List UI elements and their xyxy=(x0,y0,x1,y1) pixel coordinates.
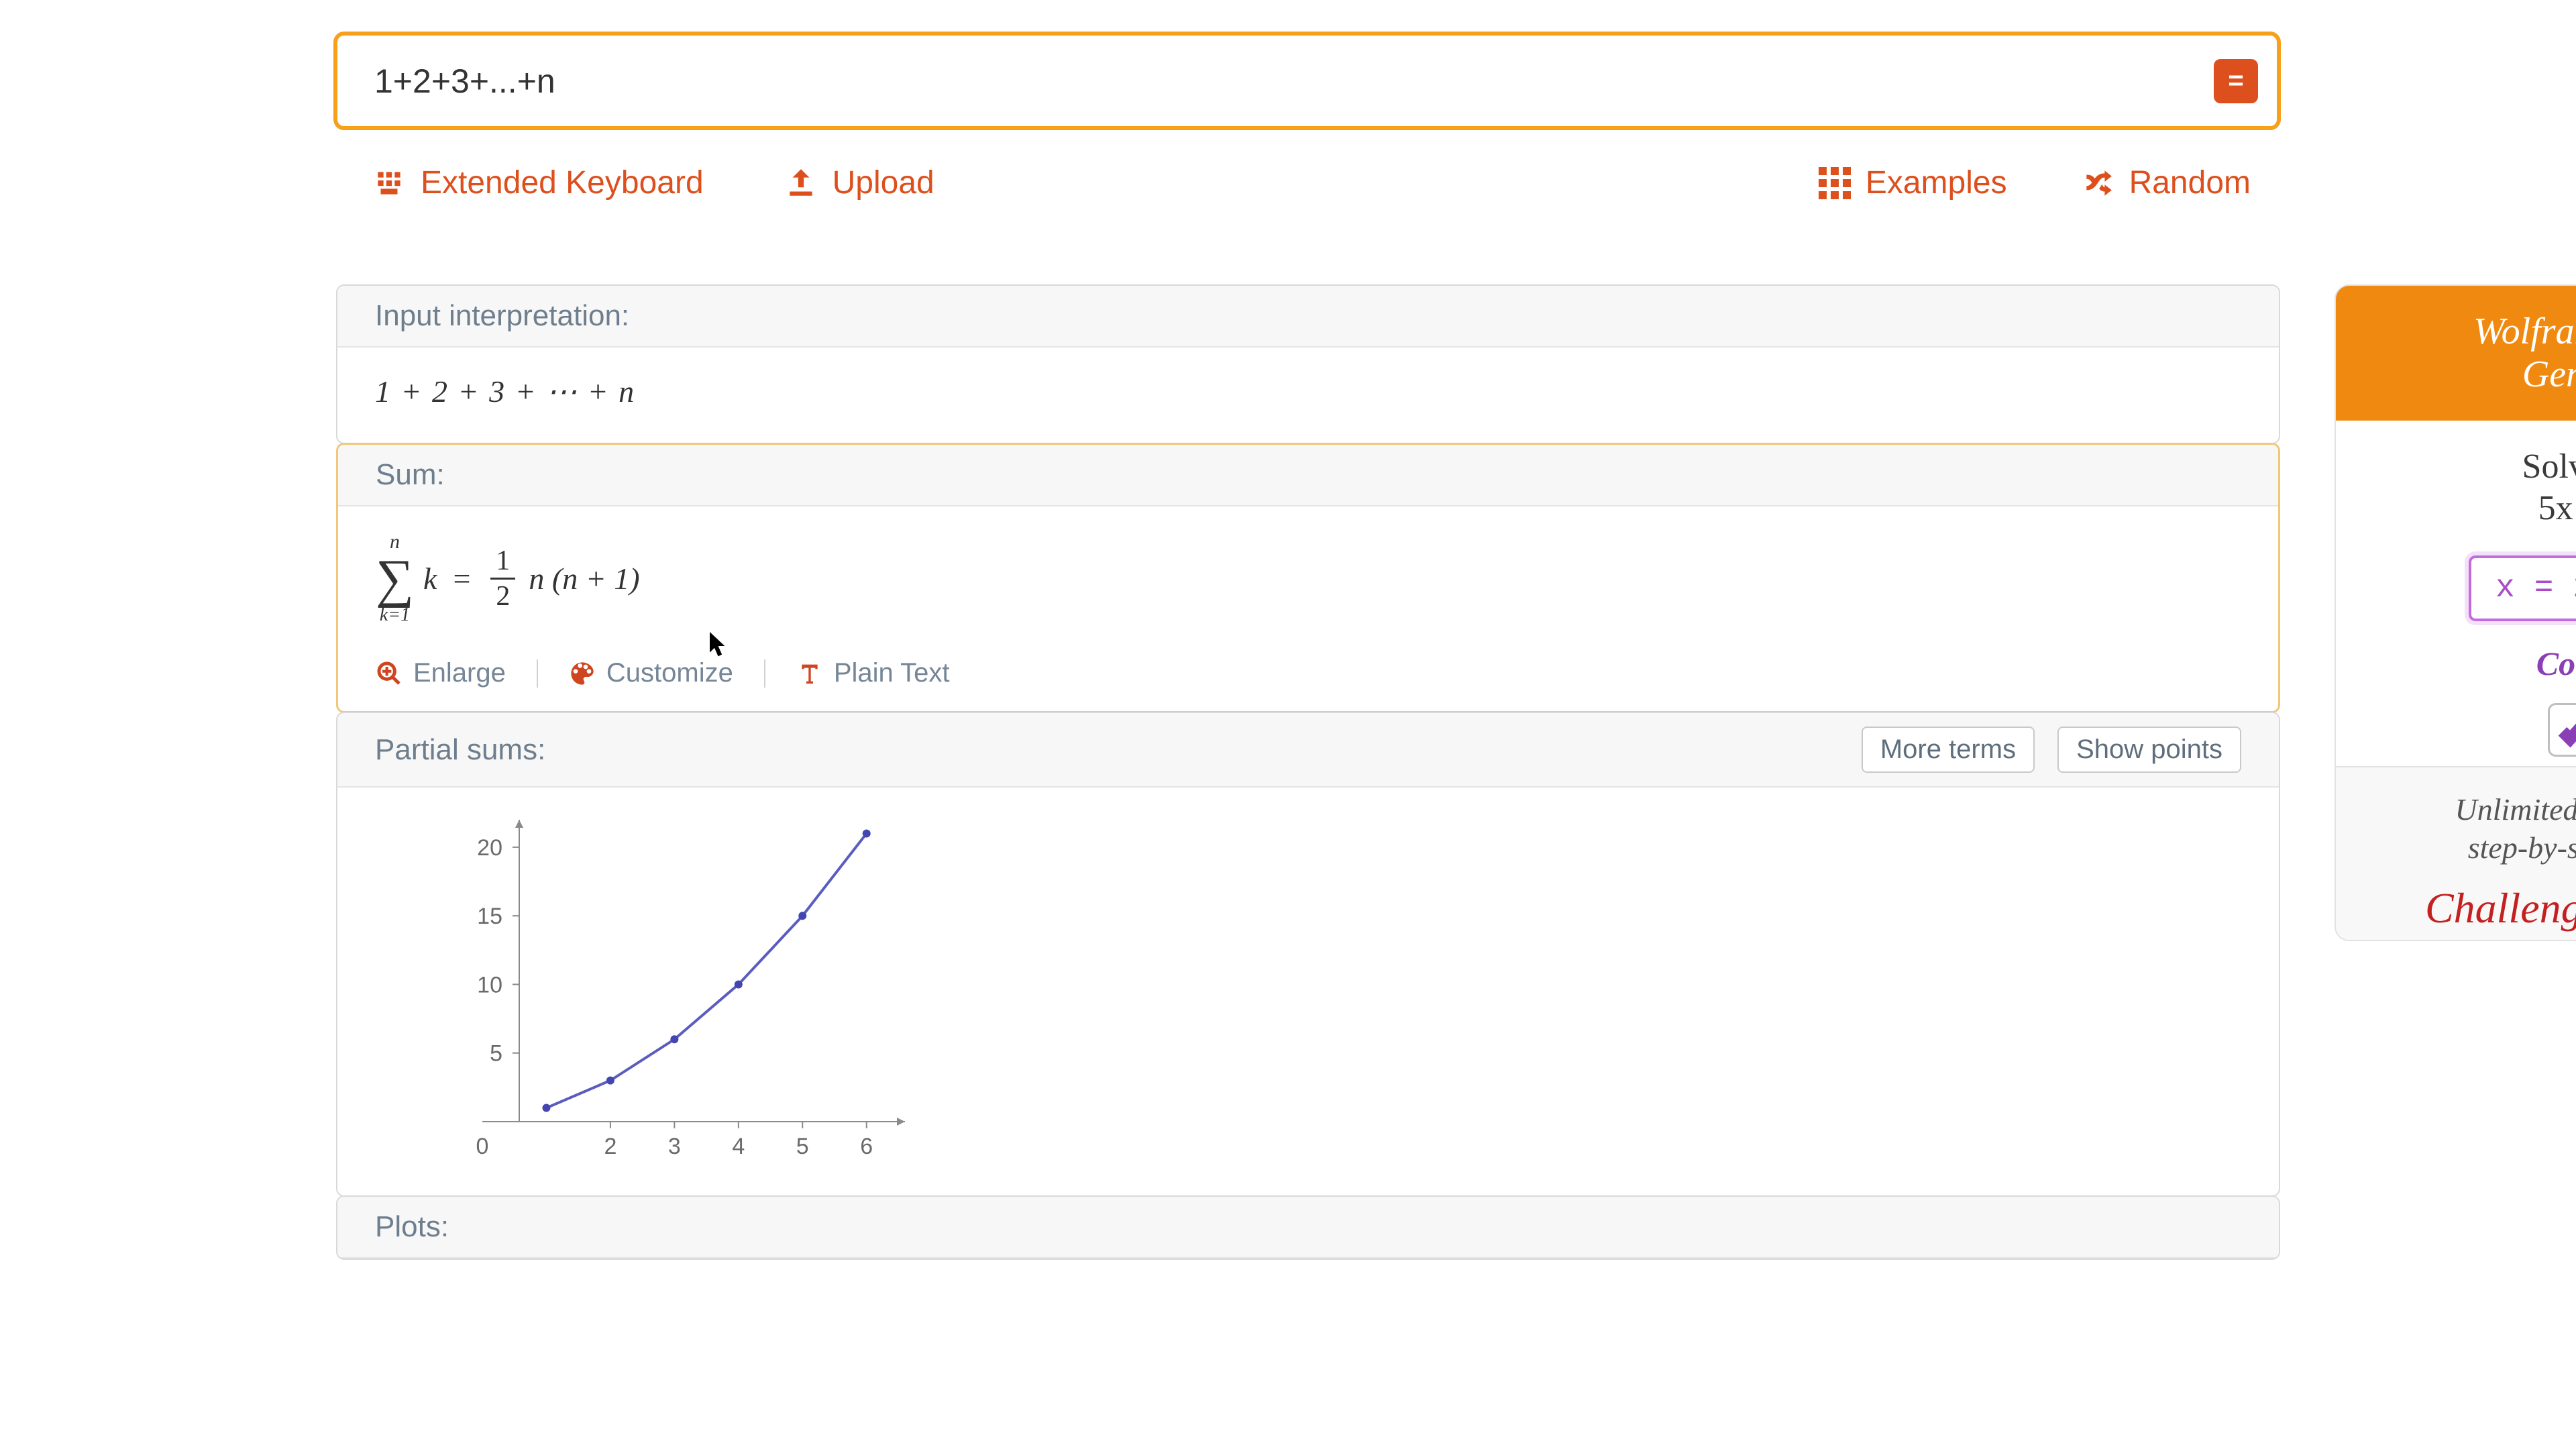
check-icon xyxy=(2557,712,2576,748)
upload-button[interactable]: Upload xyxy=(784,164,934,201)
equals-icon: = xyxy=(2228,66,2243,96)
promo-challenge-text: Challenge xyxy=(2363,883,2576,933)
pod-header: Plots: xyxy=(337,1197,2279,1258)
promo-check-box xyxy=(2548,703,2576,757)
pod-body: n ∑ k=1 k = 1 2 n (n + 1) xyxy=(338,506,2278,658)
promo-unlimited-line1: Unlimited p xyxy=(2363,790,2576,829)
search-input[interactable] xyxy=(374,62,2214,101)
pod-title: Partial sums: xyxy=(375,733,545,767)
result-pods: Input interpretation: 1 + 2 + 3 + ⋯ + n … xyxy=(336,284,2280,1260)
pod-header: Partial sums: More terms Show points xyxy=(337,713,2279,788)
enlarge-label: Enlarge xyxy=(413,658,506,688)
sigma-term: k xyxy=(423,561,437,596)
svg-text:20: 20 xyxy=(477,835,502,861)
promo-header-line1: Wolfram xyxy=(2363,310,2576,353)
random-button[interactable]: Random xyxy=(2081,164,2251,201)
upload-label: Upload xyxy=(833,164,934,201)
random-label: Random xyxy=(2129,164,2251,201)
upload-icon xyxy=(784,166,818,200)
interpretation-expression: 1 + 2 + 3 + ⋯ + n xyxy=(375,374,635,409)
sigma-symbol: n ∑ k=1 xyxy=(376,532,414,625)
extended-keyboard-button[interactable]: Extended Keyboard xyxy=(372,164,704,201)
promo-header: Wolfram Gene xyxy=(2336,286,2576,421)
enlarge-button[interactable]: Enlarge xyxy=(376,658,506,688)
sidebar-promo[interactable]: Wolfram Gene Solve 5x = x = 2 Corr Unlim… xyxy=(2334,284,2576,941)
svg-text:10: 10 xyxy=(477,972,502,998)
svg-text:6: 6 xyxy=(860,1134,873,1159)
query-toolbar: Extended Keyboard Upload Examples Random xyxy=(372,164,2251,201)
text-icon xyxy=(796,660,823,687)
pod-plots: Plots: xyxy=(336,1195,2280,1260)
customize-label: Customize xyxy=(606,658,733,688)
promo-header-line2: Gene xyxy=(2363,353,2576,396)
promo-solve-text: Solve 5x = xyxy=(2363,446,2576,530)
pod-title: Sum: xyxy=(376,458,445,492)
pod-title: Plots: xyxy=(375,1210,449,1244)
divider xyxy=(764,659,765,688)
zoom-in-icon xyxy=(376,660,402,687)
pod-header: Input interpretation: xyxy=(337,286,2279,347)
frac-numerator: 1 xyxy=(490,547,515,580)
more-terms-button[interactable]: More terms xyxy=(1862,727,2035,773)
promo-section2: Unlimited p step-by-ste Challenge xyxy=(2336,766,2576,940)
sum-expression: n ∑ k=1 k = 1 2 n (n + 1) xyxy=(376,532,2241,625)
plain-text-label: Plain Text xyxy=(834,658,950,688)
svg-text:0: 0 xyxy=(476,1134,489,1159)
keyboard-icon xyxy=(372,166,406,200)
promo-correct-label: Corr xyxy=(2363,644,2576,683)
pod-title: Input interpretation: xyxy=(375,299,629,333)
svg-text:5: 5 xyxy=(796,1134,809,1159)
sigma-lower: k=1 xyxy=(380,606,410,625)
mouse-cursor xyxy=(710,632,729,659)
examples-label: Examples xyxy=(1866,164,2007,201)
compute-button[interactable]: = xyxy=(2214,59,2258,103)
shuffle-icon xyxy=(2081,166,2114,200)
fraction: 1 2 xyxy=(490,547,515,610)
promo-unlimited-line2: step-by-ste xyxy=(2363,828,2576,867)
extended-keyboard-label: Extended Keyboard xyxy=(421,164,704,201)
promo-input-box: x = 2 xyxy=(2469,555,2576,621)
search-bar[interactable]: = xyxy=(333,32,2281,130)
pod-header: Sum: xyxy=(338,445,2278,506)
equals-sign: = xyxy=(453,561,470,596)
partial-sums-chart: 0 2 3 4 5 6 5 10 15 20 xyxy=(375,800,925,1175)
palette-icon xyxy=(569,660,596,687)
pod-body: 0 2 3 4 5 6 5 10 15 20 xyxy=(337,788,2279,1195)
pod-partial-sums: Partial sums: More terms Show points 0 2 3… xyxy=(336,712,2280,1197)
frac-denominator: 2 xyxy=(496,580,510,610)
sigma-glyph: ∑ xyxy=(376,552,414,606)
show-points-button[interactable]: Show points xyxy=(2057,727,2241,773)
promo-solve-line1: Solve xyxy=(2363,446,2576,488)
svg-text:5: 5 xyxy=(490,1041,502,1067)
promo-solve-line2: 5x = xyxy=(2363,488,2576,529)
grid-icon xyxy=(1819,167,1851,199)
examples-button[interactable]: Examples xyxy=(1819,164,2007,201)
customize-button[interactable]: Customize xyxy=(569,658,733,688)
sum-rhs: n (n + 1) xyxy=(529,561,639,596)
pod-input-interpretation: Input interpretation: 1 + 2 + 3 + ⋯ + n xyxy=(336,284,2280,444)
promo-body: Solve 5x = x = 2 Corr xyxy=(2336,421,2576,766)
pod-body: 1 + 2 + 3 + ⋯ + n xyxy=(337,347,2279,443)
divider xyxy=(537,659,538,688)
svg-text:3: 3 xyxy=(668,1134,681,1159)
svg-text:2: 2 xyxy=(604,1134,616,1159)
pod-footer-actions: Enlarge Customize Plain Text xyxy=(338,658,2278,711)
promo-unlimited-text: Unlimited p step-by-ste xyxy=(2363,790,2576,867)
svg-text:15: 15 xyxy=(477,904,502,929)
svg-text:4: 4 xyxy=(732,1134,745,1159)
plain-text-button[interactable]: Plain Text xyxy=(796,658,950,688)
pod-sum: Sum: n ∑ k=1 k = 1 2 n (n + 1) xyxy=(336,443,2280,713)
